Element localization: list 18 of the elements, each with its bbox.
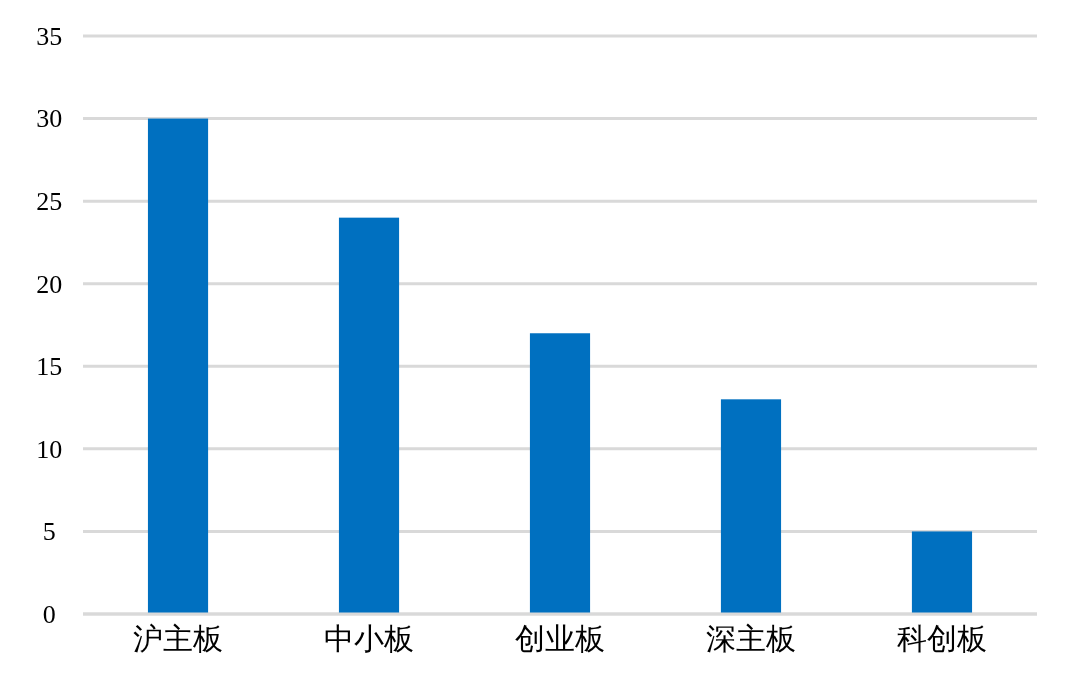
x-tick-label: 沪主板 — [133, 622, 224, 656]
x-tick-label: 科创板 — [896, 622, 987, 656]
bar — [720, 399, 782, 614]
y-tick-label: 5 — [42, 517, 56, 547]
x-tick-label: 深主板 — [705, 622, 796, 656]
bar — [338, 217, 400, 614]
x-tick-label: 中小板 — [324, 622, 415, 656]
y-tick-label: 0 — [42, 599, 56, 629]
y-tick-label: 10 — [36, 434, 63, 464]
y-tick-label: 25 — [36, 186, 63, 216]
bar — [529, 333, 591, 614]
y-tick-label: 30 — [36, 104, 63, 134]
x-tick-label: 创业板 — [515, 622, 605, 656]
bar — [911, 531, 973, 614]
y-tick-label: 35 — [36, 21, 63, 51]
bar — [147, 118, 209, 614]
y-tick-label: 20 — [36, 269, 63, 299]
y-tick-label: 15 — [36, 352, 63, 382]
